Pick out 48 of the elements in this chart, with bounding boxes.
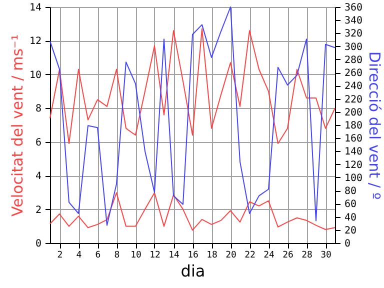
y2-tick-label: 220 xyxy=(344,94,363,106)
y2-tick-label: 300 xyxy=(344,42,363,53)
y-tick-label: 6 xyxy=(35,137,42,148)
y2-tick-label: 340 xyxy=(344,16,363,27)
line-series xyxy=(50,6,336,226)
y2-tick-label: 240 xyxy=(344,81,363,92)
y2-tick-label: 280 xyxy=(344,54,363,66)
x-tick-label: 4 xyxy=(76,250,82,260)
x-tick-label: 28 xyxy=(302,250,312,260)
x-tick-label: 2 xyxy=(57,250,63,260)
y-tick-label: 12 xyxy=(29,36,42,48)
y-axis-title: Velocitat del vent / ms⁻¹ xyxy=(8,34,26,216)
y2-tick-label: 80 xyxy=(344,186,357,198)
x-tick-label: 12 xyxy=(150,250,160,260)
x-tick-label: 16 xyxy=(188,250,198,260)
y-tick-label: 8 xyxy=(35,104,42,115)
y2-tick-label: 40 xyxy=(344,212,357,224)
y2-tick-label: 180 xyxy=(344,120,363,132)
x-tick-label: 8 xyxy=(114,250,120,260)
y2-tick-label: 160 xyxy=(344,134,363,145)
line-series xyxy=(50,192,336,231)
y2-tick-label: 140 xyxy=(344,146,363,158)
y-tick-label: 14 xyxy=(29,2,42,14)
x-tick-label: 18 xyxy=(206,250,218,260)
x-tick-label: 20 xyxy=(226,250,236,260)
y2-tick-label: 120 xyxy=(344,160,363,171)
x-tick-label: 24 xyxy=(264,250,274,260)
x-tick-label: 22 xyxy=(244,250,256,260)
y2-tick-label: 20 xyxy=(344,225,357,236)
y2-tick-label: 260 xyxy=(344,68,363,80)
x-tick-label: 14 xyxy=(168,250,180,260)
y2-tick-label: 360 xyxy=(344,2,363,14)
x-axis-title: dia xyxy=(180,262,206,280)
x-tick-label: 26 xyxy=(282,250,294,260)
y2-tick-label: 0 xyxy=(344,238,351,250)
x-tick-label: 10 xyxy=(130,250,142,260)
y-tick-label: 2 xyxy=(35,204,42,216)
y2-tick-label: 320 xyxy=(344,28,363,40)
x-tick-label: 6 xyxy=(95,250,101,260)
y-tick-label: 0 xyxy=(35,238,42,250)
x-tick-label: 30 xyxy=(320,250,332,260)
y2-tick-label: 60 xyxy=(344,199,357,210)
y2-tick-label: 200 xyxy=(344,107,363,118)
y-tick-label: 10 xyxy=(29,70,42,81)
y-tick-label: 4 xyxy=(35,171,42,182)
y2-tick-label: 100 xyxy=(344,172,363,184)
line-series xyxy=(50,28,336,144)
y2-axis-title: Direcció del vent / º xyxy=(366,51,384,200)
